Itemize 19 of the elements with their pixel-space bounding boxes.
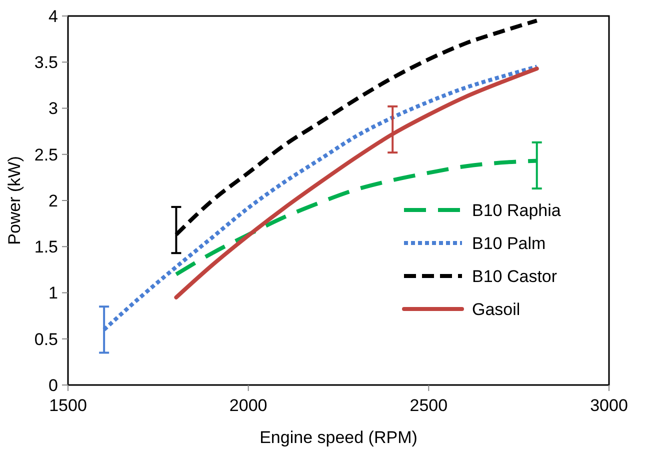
x-tick-label: 3000 bbox=[590, 396, 628, 415]
y-tick-label: 0.5 bbox=[34, 330, 58, 349]
y-tick-label: 3 bbox=[48, 99, 58, 118]
x-axis-title: Engine speed (RPM) bbox=[260, 428, 418, 447]
y-axis-title: Power (kW) bbox=[5, 156, 24, 245]
y-tick-label: 1.5 bbox=[34, 238, 58, 257]
y-tick-label: 1 bbox=[48, 284, 58, 303]
legend-label: Gasoil bbox=[472, 300, 520, 319]
y-tick-label: 0 bbox=[48, 376, 58, 395]
y-tick-label: 2 bbox=[48, 191, 58, 210]
x-tick-label: 1500 bbox=[49, 396, 87, 415]
legend-label: B10 Castor bbox=[472, 266, 558, 286]
y-tick-label: 4 bbox=[48, 6, 58, 26]
x-tick-label: 2000 bbox=[229, 396, 268, 415]
legend-label: B10 Palm bbox=[472, 234, 546, 253]
x-tick-label: 2500 bbox=[410, 396, 448, 415]
y-tick-label: 3.5 bbox=[34, 53, 58, 72]
legend-label: B10 Raphia bbox=[472, 200, 562, 220]
y-tick-label: 2.5 bbox=[34, 145, 58, 164]
